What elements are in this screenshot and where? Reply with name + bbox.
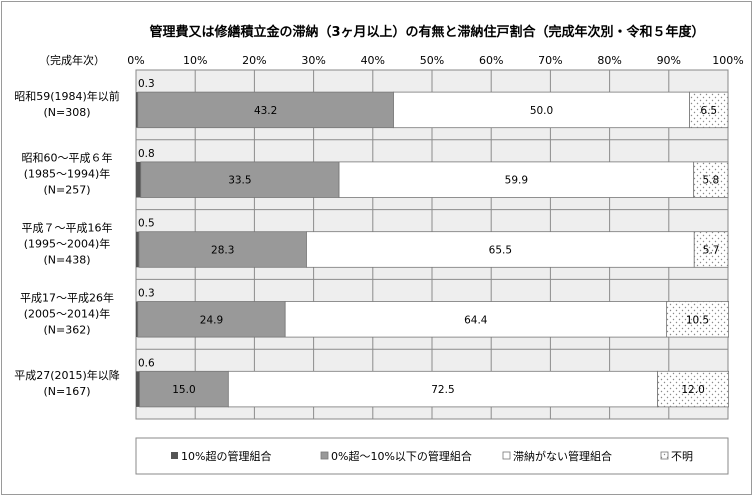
- category-label: 平成17～平成26年: [20, 290, 114, 304]
- x-tick-label: 80%: [597, 54, 621, 67]
- data-label: 12.0: [681, 384, 704, 396]
- bar-segment: [227, 370, 658, 408]
- bar-segment: [136, 231, 139, 268]
- bar-segment: [666, 301, 729, 338]
- bar-segment: [393, 91, 690, 129]
- data-label: 10.5: [686, 314, 709, 326]
- x-tick-label: 30%: [301, 54, 325, 67]
- x-tick-label: 20%: [242, 54, 266, 67]
- data-label: 33.5: [228, 175, 251, 187]
- data-label: 5.7: [703, 245, 720, 257]
- category-label: (N=308): [43, 106, 90, 119]
- x-tick-label: 10%: [183, 54, 207, 67]
- category-label: 平成７～平成16年: [22, 221, 113, 235]
- x-tick-label: 90%: [657, 54, 681, 67]
- data-label: 24.9: [200, 314, 223, 326]
- bar-segment: [284, 301, 667, 338]
- data-label: 0.6: [138, 357, 155, 369]
- data-label: 64.4: [464, 314, 488, 326]
- data-label: 6.5: [700, 105, 717, 117]
- x-tick-label: 100%: [712, 54, 743, 67]
- legend-swatch: [660, 451, 669, 460]
- data-label: 65.5: [489, 245, 512, 257]
- category-label: (N=438): [43, 254, 90, 267]
- bar-segment: [338, 161, 695, 198]
- category-label: (2005～2014)年: [24, 306, 111, 320]
- data-label: 5.8: [702, 175, 719, 187]
- data-label: 0.3: [138, 78, 155, 90]
- x-axis-ticks: 0% 10% 20% 30% 40% 50% 60% 70% 80% 90% 100%: [127, 54, 743, 67]
- legend: 10%超の管理組合 0%超～10%以下の管理組合 滞納がない管理組合 不明: [135, 437, 729, 475]
- plot-area: 0.3 43.2 50.0 6.5 0.8 33.5 59.9 5.8 0.5 28.3 65.5 5…: [135, 69, 729, 420]
- legend-swatch: [320, 451, 329, 460]
- bar-segment: [136, 92, 138, 128]
- legend-box: [135, 437, 729, 475]
- x-tick-label: 40%: [361, 54, 385, 67]
- data-label: 28.3: [211, 245, 234, 257]
- legend-label: 0%超～10%以下の管理組合: [331, 449, 472, 463]
- data-label: 59.9: [505, 175, 528, 187]
- bar-segment: [306, 231, 695, 268]
- bar-segment: [139, 370, 229, 408]
- legend-swatch: [171, 452, 178, 459]
- x-tick-label: 60%: [479, 54, 503, 67]
- category-label: (N=167): [43, 385, 90, 398]
- y-axis-categories: 昭和59(1984)年以前 (N=308) 昭和60～平成６年 (1985～1994)…: [14, 89, 120, 398]
- bar-segment: [657, 370, 729, 408]
- data-label: 72.5: [431, 384, 454, 396]
- legend-label: 10%超の管理組合: [181, 449, 271, 463]
- bar-segment: [136, 161, 141, 198]
- bar-segment: [137, 91, 394, 129]
- legend-swatch: [502, 451, 511, 460]
- category-label: (1985～1994)年: [24, 167, 111, 181]
- bar-segment: [136, 371, 140, 407]
- category-label: (N=362): [43, 323, 90, 336]
- category-label: 昭和59(1984)年以前: [14, 89, 120, 103]
- x-tick-label: 50%: [420, 54, 444, 67]
- data-label: 15.0: [172, 384, 195, 396]
- bar-segment: [693, 231, 729, 268]
- y-axis-label: （完成年次）: [39, 53, 105, 67]
- bar-segment: [137, 301, 286, 338]
- data-label: 0.3: [138, 288, 155, 300]
- bar-segment: [138, 231, 307, 268]
- category-label: (1995～2004)年: [24, 237, 111, 251]
- bar-segment: [140, 161, 340, 198]
- legend-label: 不明: [671, 450, 693, 463]
- x-tick-label: 0%: [127, 54, 144, 67]
- data-label: 0.8: [138, 148, 155, 160]
- category-label: 平成27(2015)年以降: [14, 368, 120, 382]
- data-label: 50.0: [530, 105, 553, 117]
- bar-segment: [693, 161, 729, 198]
- bar-segment: [689, 91, 729, 129]
- category-label: 昭和60～平成６年: [22, 151, 113, 165]
- data-label: 43.2: [254, 105, 277, 117]
- x-tick-label: 70%: [538, 54, 562, 67]
- legend-label: 滞納がない管理組合: [513, 449, 612, 463]
- chart-title: 管理費又は修繕積立金の滞納（3ヶ月以上）の有無と滞納住戸割合（完成年次別・令和５…: [149, 24, 704, 40]
- data-label: 0.5: [138, 218, 155, 230]
- bar-segment: [136, 301, 138, 338]
- category-label: (N=257): [43, 184, 90, 197]
